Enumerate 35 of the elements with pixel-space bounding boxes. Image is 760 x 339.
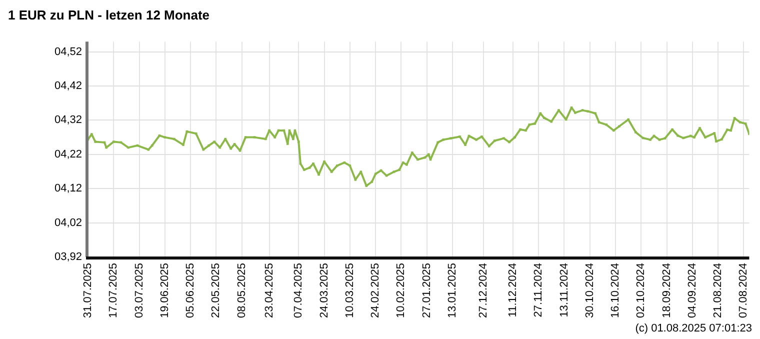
y-tick-label: 04,52 bbox=[54, 46, 82, 58]
x-tick-label: 02.10.2024 bbox=[635, 262, 648, 318]
x-tick-label: 24.03.2025 bbox=[318, 262, 330, 318]
chart-title: 1 EUR zu PLN - letzen 12 Monate bbox=[8, 7, 210, 22]
x-tick-label: 03.07.2025 bbox=[133, 262, 146, 318]
y-tick-label: 04,12 bbox=[54, 182, 82, 195]
x-tick-label: 24.02.2025 bbox=[370, 262, 382, 318]
x-tick-label: 10.02.2025 bbox=[395, 262, 408, 318]
x-tick-label: 07.04.2025 bbox=[292, 262, 305, 318]
x-tick-label: 19.06.2025 bbox=[158, 262, 171, 318]
x-tick-label: 10.03.2025 bbox=[344, 262, 356, 318]
x-tick-label: 13.01.2025 bbox=[446, 262, 459, 318]
x-tick-label: 11.12.2024 bbox=[506, 262, 519, 318]
x-tick-label: 27.11.2024 bbox=[532, 262, 545, 318]
x-tick-label: 16.10.2024 bbox=[610, 262, 622, 318]
x-tick-label: 31.07.2025 bbox=[82, 262, 94, 318]
y-tick-label: 04,02 bbox=[54, 216, 82, 229]
x-tick-label: 05.06.2025 bbox=[184, 262, 197, 318]
y-tick-label: 04,32 bbox=[54, 114, 82, 126]
x-tick-label: 18.09.2024 bbox=[660, 262, 673, 318]
y-tick-label: 04,22 bbox=[54, 148, 82, 160]
x-tick-label: 23.04.2025 bbox=[263, 262, 276, 318]
x-tick-label: 07.08.2024 bbox=[738, 262, 750, 318]
x-tick-label: 30.10.2024 bbox=[584, 262, 596, 318]
x-tick-label: 22.05.2025 bbox=[210, 262, 222, 318]
x-tick-label: 17.07.2025 bbox=[108, 262, 120, 318]
text: (c) 01.08.2025 07:01:23 bbox=[635, 322, 752, 335]
x-tick-label: 04.09.2024 bbox=[686, 262, 698, 318]
y-tick-label: 03,92 bbox=[54, 250, 82, 263]
x-tick-label: 13.11.2024 bbox=[558, 262, 570, 318]
x-tick-label: 27.01.2025 bbox=[420, 262, 433, 318]
x-tick-label: 27.12.2024 bbox=[478, 262, 490, 318]
x-tick-label: 21.08.2024 bbox=[712, 262, 724, 318]
x-tick-label: 08.05.2025 bbox=[236, 262, 248, 318]
y-tick-label: 04,42 bbox=[54, 80, 82, 92]
